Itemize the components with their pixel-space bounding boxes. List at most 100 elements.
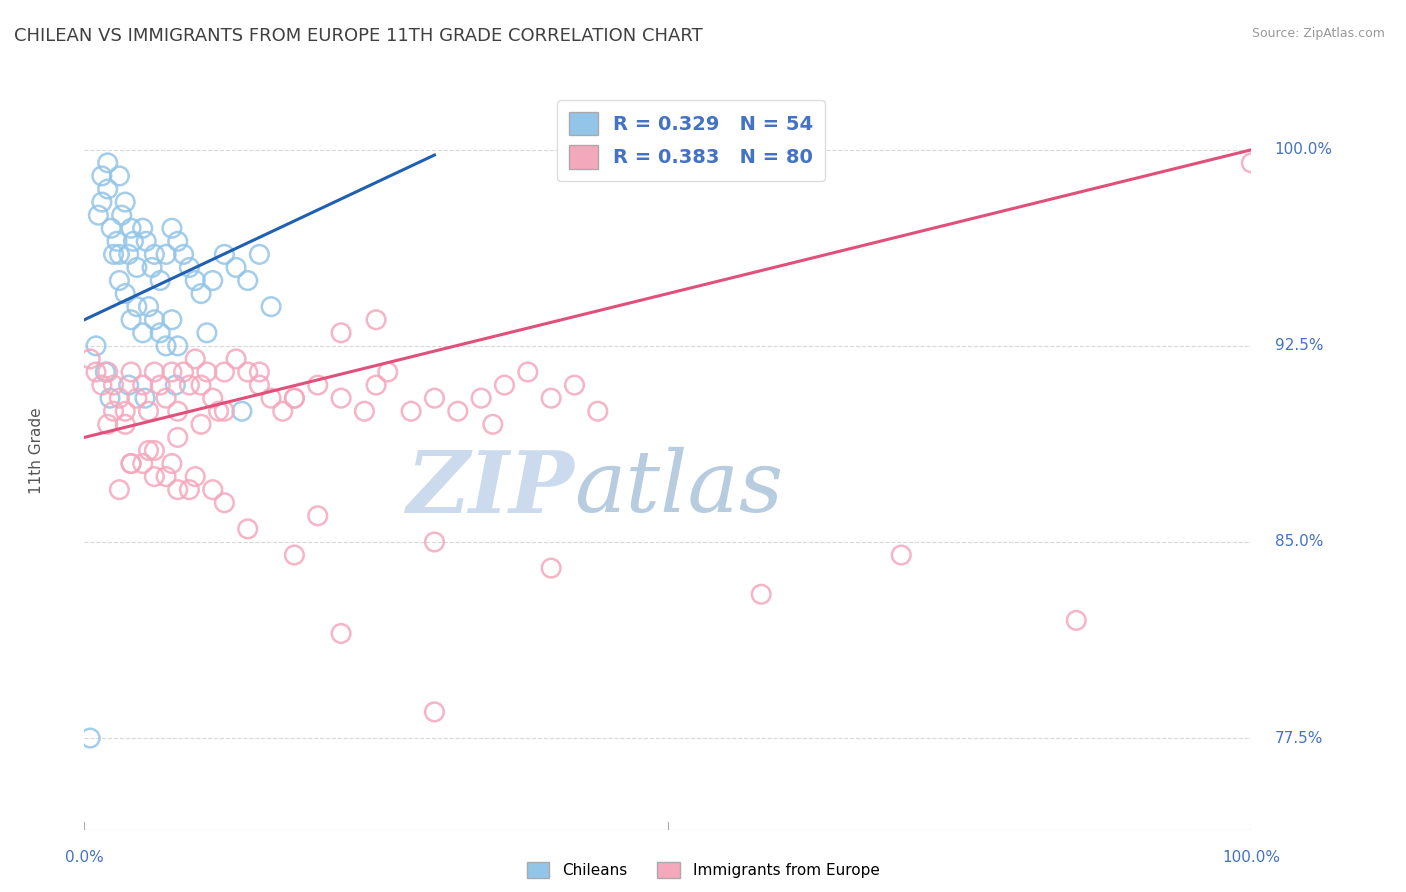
Point [179,378,201,392]
Point [160,365,183,379]
Point [155,247,177,261]
Point [225,351,247,366]
Point [214,496,236,510]
Point [564,378,586,392]
Point [165,378,187,392]
Point [125,391,148,405]
Point [1240,156,1263,170]
Point [166,483,188,497]
Point [249,365,271,379]
Point [283,391,305,405]
Point [100,221,122,235]
Point [143,469,166,483]
Point [141,260,163,275]
Point [114,417,136,432]
Point [143,312,166,326]
Point [366,378,388,392]
Point [195,365,218,379]
Point [1066,614,1088,628]
Legend: Chileans, Immigrants from Europe: Chileans, Immigrants from Europe [520,856,886,884]
Text: Source: ZipAtlas.com: Source: ZipAtlas.com [1251,27,1385,40]
Point [190,286,212,301]
Point [84,339,107,353]
Point [353,404,375,418]
Point [103,378,125,392]
Point [132,221,155,235]
Point [179,260,201,275]
Point [84,365,107,379]
Point [540,561,562,575]
Point [132,457,155,471]
Point [114,286,136,301]
Point [118,247,141,261]
Point [138,443,160,458]
Point [271,404,294,418]
Point [470,391,492,405]
Point [423,391,446,405]
Point [135,235,157,249]
Point [236,522,259,536]
Point [108,169,131,183]
Point [111,208,134,222]
Point [97,417,120,432]
Point [201,273,224,287]
Point [98,391,121,405]
Point [214,365,236,379]
Point [190,378,212,392]
Point [97,182,120,196]
Point [87,208,110,222]
Point [179,483,201,497]
Point [114,195,136,210]
Point [214,404,236,418]
Point [166,404,188,418]
Point [120,457,142,471]
Point [184,351,207,366]
Point [166,235,188,249]
Point [366,312,388,326]
Point [103,247,125,261]
Point [423,535,446,549]
Point [283,548,305,562]
Point [201,483,224,497]
Point [90,169,112,183]
Point [149,273,172,287]
Point [307,378,329,392]
Point [143,443,166,458]
Point [160,457,183,471]
Point [143,247,166,261]
Point [155,391,177,405]
Point [231,404,253,418]
Legend: R = 0.329   N = 54, R = 0.383   N = 80: R = 0.329 N = 54, R = 0.383 N = 80 [557,100,825,180]
Point [330,626,353,640]
Point [79,351,101,366]
Point [90,195,112,210]
Point [214,247,236,261]
Point [120,365,142,379]
Text: ZIP: ZIP [406,447,575,530]
Point [143,365,166,379]
Text: 100.0%: 100.0% [1275,143,1333,157]
Point [166,339,188,353]
Point [749,587,772,601]
Text: 77.5%: 77.5% [1275,731,1323,746]
Point [105,235,128,249]
Text: CHILEAN VS IMMIGRANTS FROM EUROPE 11TH GRADE CORRELATION CHART: CHILEAN VS IMMIGRANTS FROM EUROPE 11TH G… [14,27,703,45]
Point [149,326,172,340]
Point [423,705,446,719]
Point [125,300,148,314]
Point [166,430,188,444]
Point [79,731,101,745]
Text: 11th Grade: 11th Grade [28,407,44,494]
Point [283,391,305,405]
Point [190,417,212,432]
Point [132,326,155,340]
Point [160,221,183,235]
Point [330,326,353,340]
Point [249,247,271,261]
Point [201,391,224,405]
Point [108,391,131,405]
Point [97,156,120,170]
Point [155,339,177,353]
Point [90,378,112,392]
Point [173,365,195,379]
